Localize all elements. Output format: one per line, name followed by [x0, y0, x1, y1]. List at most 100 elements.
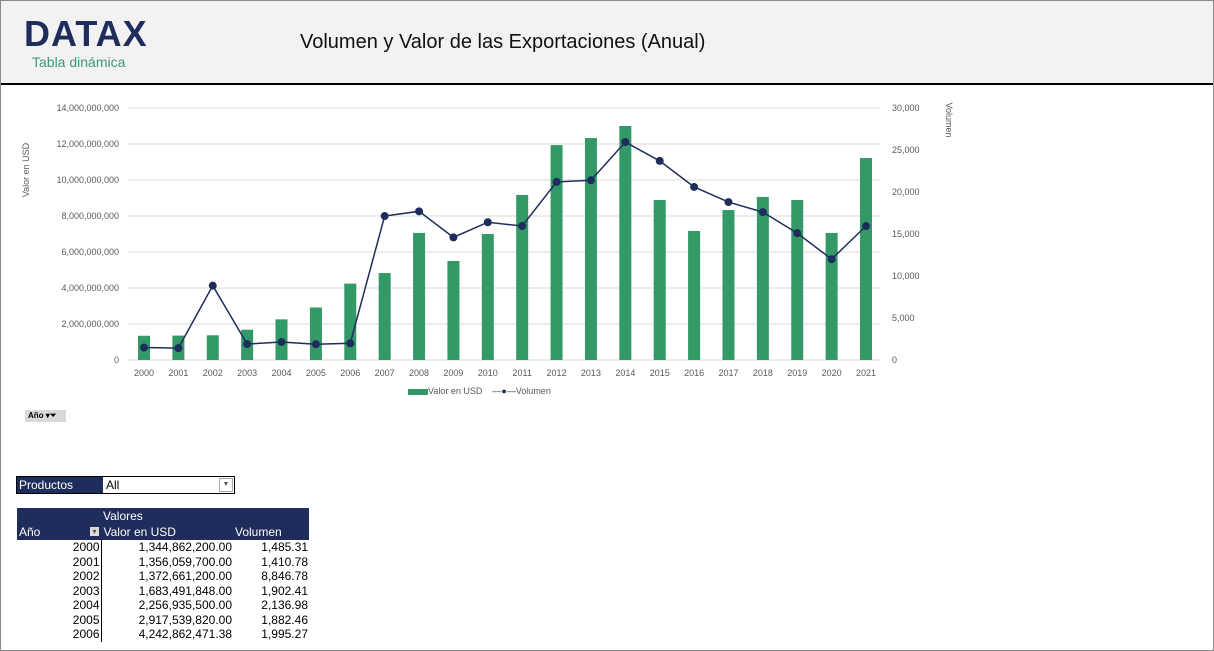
- bar-2016: [688, 230, 701, 360]
- x-tick-label: 2003: [237, 368, 257, 378]
- bar-2018: [756, 196, 769, 360]
- y-tick-label: 10,000,000,000: [56, 175, 119, 185]
- x-tick-label: 2007: [375, 368, 395, 378]
- products-select[interactable]: All ▼: [103, 477, 234, 493]
- x-tick-label: 2012: [547, 368, 567, 378]
- line-marker-icon: —●—: [492, 386, 516, 396]
- point-2018: [758, 208, 767, 217]
- filter-icon[interactable]: ▾: [90, 527, 99, 536]
- year-cell: 2004: [17, 598, 102, 613]
- table-row: 2004 2,256,935,500.00 2,136.98: [17, 598, 309, 613]
- point-2008: [415, 207, 424, 216]
- point-2004: [277, 338, 286, 347]
- table-row: 2006 4,242,862,471.38 1,995.27: [17, 627, 309, 642]
- bar-2011: [516, 194, 529, 360]
- year-cell: 2000: [17, 540, 102, 555]
- x-tick-label: 2001: [168, 368, 188, 378]
- bar-swatch-icon: [408, 388, 428, 395]
- header-label: Año: [19, 525, 41, 539]
- point-2012: [552, 177, 561, 186]
- point-2003: [243, 340, 252, 349]
- point-2009: [449, 233, 458, 242]
- value-cell: 2,917,539,820.00: [138, 612, 232, 627]
- volume-cell: 1,902.41: [261, 583, 308, 598]
- value-cell: 4,242,862,471.38: [138, 627, 232, 642]
- combo-chart: 0 2,000,000,000 4,000,000,000 6,000,000,000…: [21, 102, 954, 378]
- logo-subtitle: Tabla dinámica: [32, 54, 126, 70]
- legend-item-volumen: —●—Volumen: [492, 386, 550, 396]
- x-tick-label: 2020: [822, 368, 842, 378]
- table-row: 2003 1,683,491,848.00 1,902.41: [17, 583, 309, 598]
- y-tick-label: 2,000,000,000: [61, 319, 119, 329]
- x-tick-label: 2019: [787, 368, 807, 378]
- y-tick-label: 12,000,000,000: [56, 139, 119, 149]
- volume-cell: 2,136.98: [261, 598, 308, 613]
- chart-legend: Valor en USD —●—Volumen: [408, 386, 551, 396]
- point-2011: [518, 222, 527, 231]
- bar-2006: [344, 283, 357, 360]
- legend-label: Volumen: [515, 386, 551, 396]
- filter-icon: ▾⏷: [45, 411, 57, 420]
- table-row: 2001 1,356,059,700.00 1,410.78: [17, 554, 309, 569]
- year-cell: 2001: [17, 554, 102, 569]
- point-2016: [690, 182, 699, 191]
- products-value: All: [106, 478, 120, 492]
- y2-tick-label: 10,000: [892, 271, 920, 281]
- bar-2015: [653, 199, 666, 360]
- bar-2010: [481, 234, 494, 360]
- table-row: 2002 1,372,661,200.00 8,846.78: [17, 569, 309, 584]
- col-header-volume: Volumen: [233, 524, 309, 540]
- bar-2009: [447, 261, 460, 360]
- legend-label: Valor en USD: [428, 386, 483, 396]
- year-filter-button[interactable]: Año ▾⏷: [25, 410, 66, 422]
- x-tick-label: 2004: [272, 368, 292, 378]
- y-tick-label: 14,000,000,000: [56, 103, 119, 113]
- x-tick-label: 2008: [409, 368, 429, 378]
- chevron-down-icon[interactable]: ▼: [219, 478, 233, 492]
- y2-tick-label: 30,000: [892, 103, 920, 113]
- pivot-table: Valores Año ▾ Valor en USD Volumen 2000 1,34…: [17, 508, 310, 642]
- year-cell: 2003: [17, 583, 102, 598]
- point-2002: [208, 281, 217, 290]
- bar-2012: [550, 145, 563, 360]
- y2-tick-label: 5,000: [892, 313, 915, 323]
- bar-2014: [619, 126, 632, 360]
- value-cell: 1,356,059,700.00: [138, 554, 232, 569]
- y-tick-label: 4,000,000,000: [61, 283, 119, 293]
- point-2007: [380, 212, 389, 221]
- x-tick-label: 2014: [615, 368, 635, 378]
- volume-cell: 1,410.78: [261, 554, 308, 569]
- filter-label: Año: [28, 411, 44, 420]
- volume-cell: 1,995.27: [261, 627, 308, 642]
- page-title: Volumen y Valor de las Exportaciones (An…: [300, 31, 706, 53]
- bar-2002: [206, 335, 219, 360]
- value-cell: 2,256,935,500.00: [138, 598, 232, 613]
- header: DATAX Tabla dinámica Volumen y Valor de …: [1, 1, 1213, 85]
- x-tick-label: 2016: [684, 368, 704, 378]
- point-2013: [586, 176, 595, 185]
- y-axis-title: Valor en USD: [21, 142, 31, 197]
- point-2005: [311, 340, 320, 349]
- bar-2008: [413, 232, 426, 360]
- x-tick-label: 2011: [513, 368, 532, 378]
- x-tick-label: 2000: [134, 368, 154, 378]
- x-tick-label: 2021: [856, 368, 876, 378]
- point-2021: [862, 222, 870, 231]
- y-tick-label: 0: [114, 355, 119, 365]
- bar-2007: [378, 273, 391, 360]
- value-cell: 1,372,661,200.00: [138, 569, 232, 584]
- x-tick-label: 2010: [478, 368, 498, 378]
- x-tick-label: 2015: [650, 368, 670, 378]
- point-2000: [140, 343, 148, 352]
- bar-2013: [584, 138, 597, 360]
- y2-tick-label: 20,000: [892, 187, 920, 197]
- y2-tick-label: 25,000: [892, 145, 920, 155]
- bar-2021: [860, 158, 872, 360]
- legend-item-valor: Valor en USD: [408, 386, 482, 396]
- table-row: 2000 1,344,862,200.00 1,485.31: [17, 540, 309, 555]
- products-filter[interactable]: Productos All ▼: [16, 476, 235, 494]
- x-tick-label: 2017: [718, 368, 738, 378]
- point-2014: [621, 138, 630, 147]
- point-2017: [724, 198, 733, 207]
- point-2010: [483, 218, 492, 227]
